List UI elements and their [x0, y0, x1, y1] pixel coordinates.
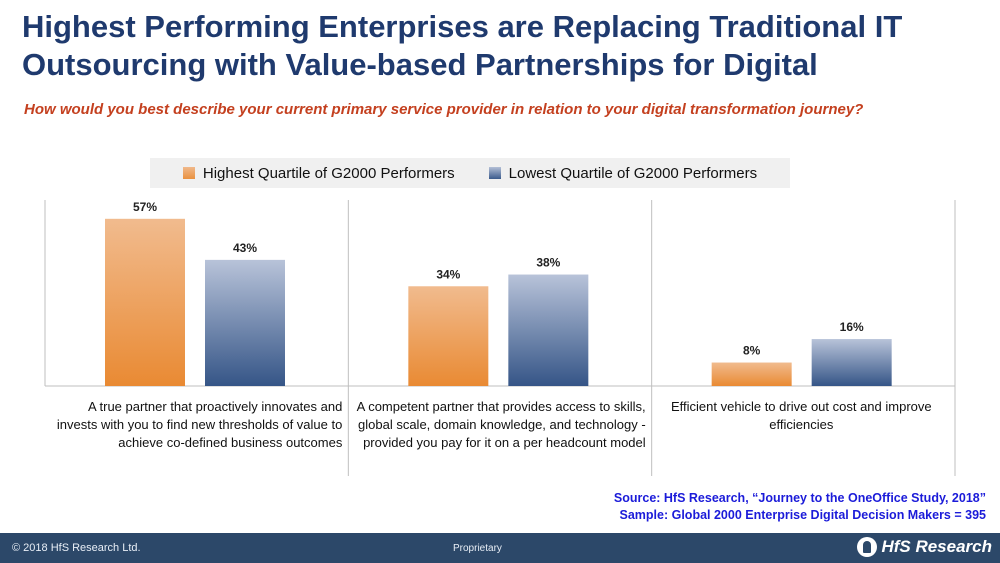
page-title: Highest Performing Enterprises are Repla… [22, 9, 903, 82]
copyright-text: © 2018 HfS Research Ltd. [12, 542, 141, 554]
bar-highest-3 [711, 362, 792, 386]
category-label-3: Efficient vehicle to drive out cost and … [671, 399, 932, 432]
data-label: 16% [840, 320, 864, 334]
legend-swatch-lowest [488, 167, 501, 179]
bar-highest-2 [408, 286, 489, 386]
logo-icon [857, 537, 878, 557]
data-label: 8% [743, 344, 761, 358]
footer-bar: © 2018 HfS Research Ltd. Proprietary HfS… [0, 533, 1000, 563]
legend-item-lowest: Lowest Quartile of G2000 Performers [488, 164, 758, 182]
sample-line: Sample: Global 2000 Enterprise Digital D… [619, 508, 986, 522]
bar-lowest-3 [811, 339, 892, 386]
source-note: Source: HfS Research, “Journey to the On… [614, 490, 986, 524]
category-label-2: A competent partner that provides access… [356, 399, 646, 450]
hfs-logo: HfS Research [857, 537, 992, 557]
legend-label-lowest: Lowest Quartile of G2000 Performers [508, 164, 758, 182]
data-label: 34% [436, 267, 460, 281]
chart-subtitle: How would you best describe your current… [24, 101, 864, 118]
data-label: 43% [233, 241, 257, 255]
category-label-text: Efficient vehicle to drive out cost and … [671, 399, 932, 432]
bar-lowest-2 [508, 274, 589, 386]
category-label-text: A true partner that proactively innovate… [56, 399, 343, 450]
legend-label-highest: Highest Quartile of G2000 Performers [202, 164, 455, 182]
chart-legend: Highest Quartile of G2000 Performers Low… [150, 158, 790, 188]
data-label: 57% [133, 200, 157, 214]
data-label: 38% [536, 256, 560, 270]
proprietary-text: Proprietary [453, 543, 502, 554]
legend-item-highest: Highest Quartile of G2000 Performers [182, 164, 455, 182]
category-label-1: A true partner that proactively innovate… [56, 399, 343, 450]
logo-text: HfS Research [881, 537, 992, 556]
category-label-text: A competent partner that provides access… [356, 399, 646, 450]
source-line: Source: HfS Research, “Journey to the On… [613, 491, 986, 505]
legend-swatch-highest [182, 167, 195, 179]
bar-lowest-1 [205, 259, 285, 386]
bar-highest-1 [105, 218, 185, 386]
